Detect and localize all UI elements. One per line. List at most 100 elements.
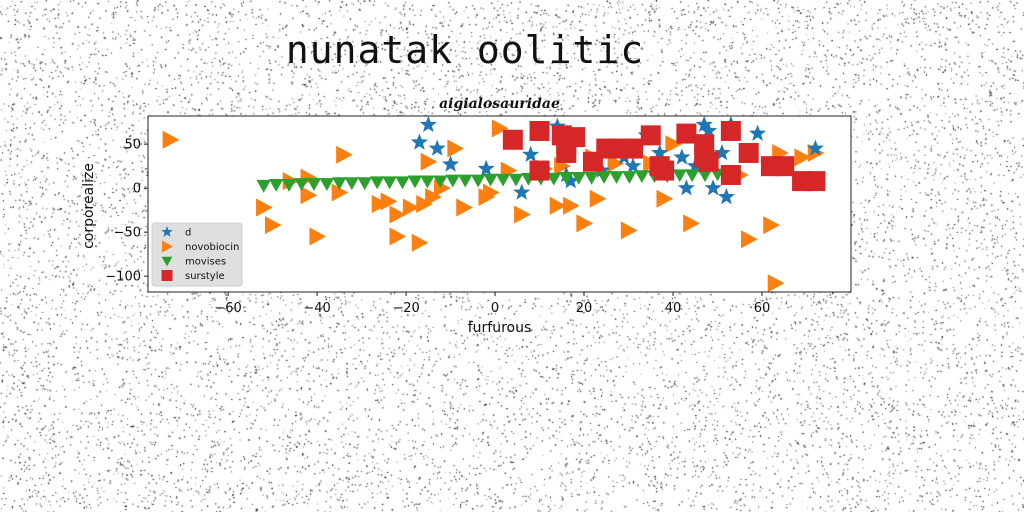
data-point-surstyle [738,142,759,163]
data-point-surstyle [640,125,661,146]
data-point-d [428,139,446,156]
legend-label: novobiocin [185,242,239,253]
data-point-movises [584,172,599,185]
data-point-novobiocin [763,216,780,235]
data-point-movises [306,178,322,191]
data-point-d [713,144,731,161]
data-point-surstyle [622,138,643,159]
data-point-surstyle [698,151,719,172]
data-point-movises [596,171,612,184]
data-point-surstyle [529,120,550,141]
data-point-novobiocin [380,192,398,211]
data-point-surstyle [502,129,523,150]
data-point-surstyle [805,171,826,192]
data-point-novobiocin [411,233,429,252]
data-point-novobiocin [563,196,580,215]
data-point-novobiocin [456,198,473,217]
data-point-novobiocin [589,189,607,208]
data-point-novobiocin [514,205,531,224]
data-point-movises [420,175,435,189]
data-point-novobiocin [447,139,465,158]
data-point-novobiocin [656,189,674,208]
data-point-novobiocin [794,148,812,167]
data-point-movises [470,174,486,188]
x-tick-label: 40 [665,301,682,316]
data-point-surstyle [676,123,697,144]
data-point-movises [395,176,410,190]
data-point-novobiocin [549,196,567,215]
data-point-movises [332,177,347,191]
data-point-novobiocin [620,221,638,240]
page-title: nunatak oolitic [285,28,645,72]
data-point-novobiocin [402,198,420,217]
legend-marker-movises [161,256,173,267]
data-point-novobiocin [607,154,625,173]
data-point-novobiocin [416,195,433,213]
data-point-movises [697,169,713,183]
data-point-movises [357,177,372,191]
plot-area: −60 −40 −20 0 20 40 60 50 0 −50 −100 [105,115,852,316]
data-point-novobiocin [371,195,389,213]
data-point-novobiocin [264,216,282,235]
data-point-d [513,183,531,200]
data-point-d [806,139,824,156]
plot-background [148,116,851,292]
data-point-novobiocin [683,214,700,233]
legend-box [151,222,243,287]
data-point-movises [559,172,574,185]
x-tick-label: −40 [303,301,330,316]
x-tick-label: 20 [576,301,593,316]
data-point-novobiocin [256,198,273,217]
data-point-movises [256,179,271,193]
plot-frame [147,115,852,293]
data-point-novobiocin [482,183,500,202]
data-point-movises [294,178,309,191]
data-point-movises [483,173,498,187]
data-point-movises [546,172,561,186]
data-point-movises [445,174,460,188]
data-point-novobiocin [767,274,785,293]
y-tick-label: −100 [105,270,141,285]
data-point-surstyle [565,127,586,148]
series-surstyle [502,120,826,192]
data-point-movises [634,170,650,184]
legend-label: movises [185,257,226,268]
y-tick-label: 50 [124,138,141,153]
data-point-novobiocin [162,130,180,149]
data-point-movises [319,178,335,191]
data-point-d [624,157,642,174]
data-point-novobiocin [309,227,327,246]
legend-marker-novobiocin [161,240,173,253]
x-tick-label: 0 [491,301,499,316]
data-point-novobiocin [336,145,353,164]
data-point-d [749,124,767,141]
data-point-surstyle [720,120,741,141]
data-point-d [700,122,718,139]
x-tick-label: 60 [754,301,771,316]
data-point-movises [407,175,423,189]
y-axis-label: corporealize [81,163,97,249]
data-point-surstyle [720,164,741,185]
data-point-movises [672,169,687,183]
data-point-surstyle [654,160,675,181]
data-point-movises [382,176,397,190]
data-point-d [562,172,580,189]
data-point-novobiocin [389,205,407,224]
data-point-d [673,148,691,165]
data-point-d [717,188,735,205]
legend-label: surstyle [185,271,225,282]
data-point-d [442,155,460,172]
data-point-movises [508,173,524,187]
data-point-movises [458,174,473,188]
data-point-surstyle [774,156,795,177]
data-point-surstyle [529,160,550,181]
data-point-d [522,145,540,162]
data-point-d [695,115,713,133]
data-point-movises [268,179,284,192]
legend-marker-surstyle [161,270,173,281]
legend-label: d [185,228,191,239]
data-point-d [419,115,437,133]
y-tick-label: −50 [114,226,141,241]
data-point-novobiocin [665,135,683,154]
